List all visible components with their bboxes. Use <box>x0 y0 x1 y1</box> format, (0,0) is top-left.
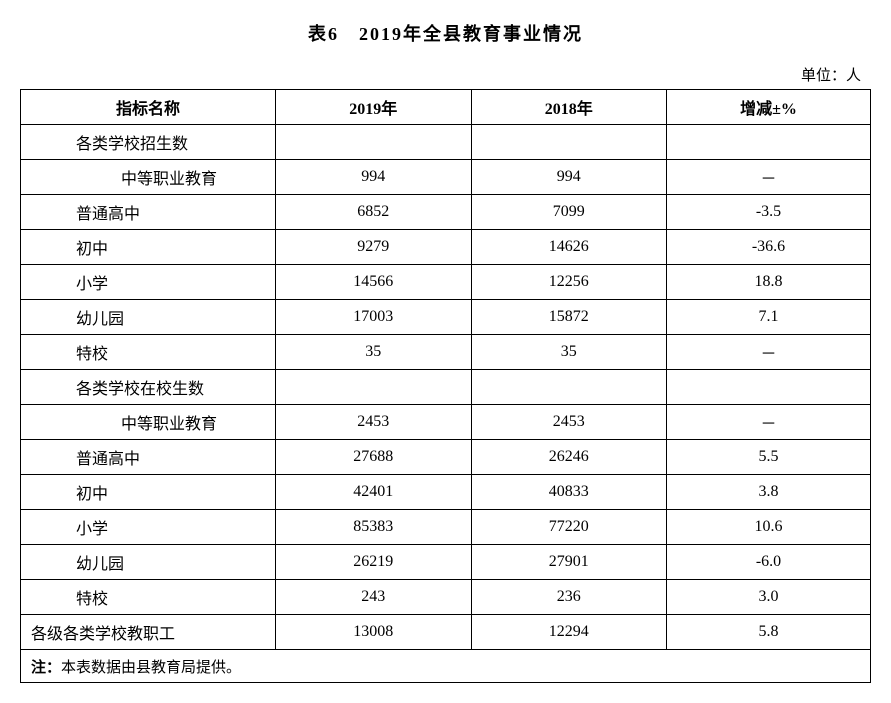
row-2018 <box>471 370 667 405</box>
row-2018: 994 <box>471 160 667 195</box>
row-label: 初中 <box>21 475 276 510</box>
table-row: 各类学校在校生数 <box>21 370 871 405</box>
table-row: 小学145661225618.8 <box>21 265 871 300</box>
row-delta: － <box>667 335 871 370</box>
table-row: 特校3535－ <box>21 335 871 370</box>
table-row: 幼儿园17003158727.1 <box>21 300 871 335</box>
row-2018: 14626 <box>471 230 667 265</box>
row-2019 <box>276 125 472 160</box>
row-label: 特校 <box>21 335 276 370</box>
row-2018: 35 <box>471 335 667 370</box>
row-2019: 13008 <box>276 615 472 650</box>
table-row: 小学853837722010.6 <box>21 510 871 545</box>
row-delta: 18.8 <box>667 265 871 300</box>
footnote-text: 本表数据由县教育局提供。 <box>61 660 241 676</box>
row-delta: 3.0 <box>667 580 871 615</box>
row-2019: 2453 <box>276 405 472 440</box>
row-delta: 3.8 <box>667 475 871 510</box>
row-label: 幼儿园 <box>21 545 276 580</box>
row-2018: 7099 <box>471 195 667 230</box>
table-row: 幼儿园2621927901-6.0 <box>21 545 871 580</box>
row-2019: 26219 <box>276 545 472 580</box>
footnote-label: 注： <box>31 660 61 676</box>
row-label: 初中 <box>21 230 276 265</box>
col-header-delta: 增减±% <box>667 90 871 125</box>
row-2019 <box>276 370 472 405</box>
row-2019: 17003 <box>276 300 472 335</box>
row-2018: 77220 <box>471 510 667 545</box>
table-row: 初中42401408333.8 <box>21 475 871 510</box>
table-row: 各类学校招生数 <box>21 125 871 160</box>
row-label: 小学 <box>21 265 276 300</box>
table-row: 各级各类学校教职工13008122945.8 <box>21 615 871 650</box>
row-2019: 14566 <box>276 265 472 300</box>
unit-label: 单位：人 <box>20 64 871 85</box>
row-delta: 7.1 <box>667 300 871 335</box>
row-label: 各类学校在校生数 <box>21 370 276 405</box>
table-footnote-row: 注：本表数据由县教育局提供。 <box>21 650 871 683</box>
table-row: 初中927914626-36.6 <box>21 230 871 265</box>
row-label: 普通高中 <box>21 440 276 475</box>
row-2018: 236 <box>471 580 667 615</box>
table-header-row: 指标名称 2019年 2018年 增减±% <box>21 90 871 125</box>
row-delta <box>667 125 871 160</box>
row-2018: 12294 <box>471 615 667 650</box>
table-row: 普通高中68527099-3.5 <box>21 195 871 230</box>
row-delta: -3.5 <box>667 195 871 230</box>
row-label: 中等职业教育 <box>21 160 276 195</box>
row-2018: 12256 <box>471 265 667 300</box>
row-delta: 10.6 <box>667 510 871 545</box>
row-delta: -6.0 <box>667 545 871 580</box>
table-title: 表6 2019年全县教育事业情况 <box>20 20 871 46</box>
row-delta: － <box>667 160 871 195</box>
row-label: 中等职业教育 <box>21 405 276 440</box>
row-label: 小学 <box>21 510 276 545</box>
row-2019: 85383 <box>276 510 472 545</box>
row-2019: 42401 <box>276 475 472 510</box>
row-delta: － <box>667 405 871 440</box>
row-2019: 27688 <box>276 440 472 475</box>
row-2018: 27901 <box>471 545 667 580</box>
row-2019: 994 <box>276 160 472 195</box>
row-2019: 6852 <box>276 195 472 230</box>
row-label: 普通高中 <box>21 195 276 230</box>
row-2018: 40833 <box>471 475 667 510</box>
table-row: 中等职业教育24532453－ <box>21 405 871 440</box>
row-label: 幼儿园 <box>21 300 276 335</box>
row-2019: 243 <box>276 580 472 615</box>
row-label: 特校 <box>21 580 276 615</box>
row-delta: 5.8 <box>667 615 871 650</box>
table-row: 普通高中27688262465.5 <box>21 440 871 475</box>
row-2019: 9279 <box>276 230 472 265</box>
table-row: 特校2432363.0 <box>21 580 871 615</box>
row-label: 各级各类学校教职工 <box>21 615 276 650</box>
table-row: 中等职业教育994994－ <box>21 160 871 195</box>
table-footnote: 注：本表数据由县教育局提供。 <box>21 650 871 683</box>
row-2018: 15872 <box>471 300 667 335</box>
row-2018: 26246 <box>471 440 667 475</box>
row-2018: 2453 <box>471 405 667 440</box>
row-2018 <box>471 125 667 160</box>
education-table: 指标名称 2019年 2018年 增减±% 各类学校招生数中等职业教育99499… <box>20 89 871 683</box>
row-delta <box>667 370 871 405</box>
row-label: 各类学校招生数 <box>21 125 276 160</box>
col-header-indicator: 指标名称 <box>21 90 276 125</box>
col-header-2019: 2019年 <box>276 90 472 125</box>
row-delta: -36.6 <box>667 230 871 265</box>
row-2019: 35 <box>276 335 472 370</box>
row-delta: 5.5 <box>667 440 871 475</box>
col-header-2018: 2018年 <box>471 90 667 125</box>
